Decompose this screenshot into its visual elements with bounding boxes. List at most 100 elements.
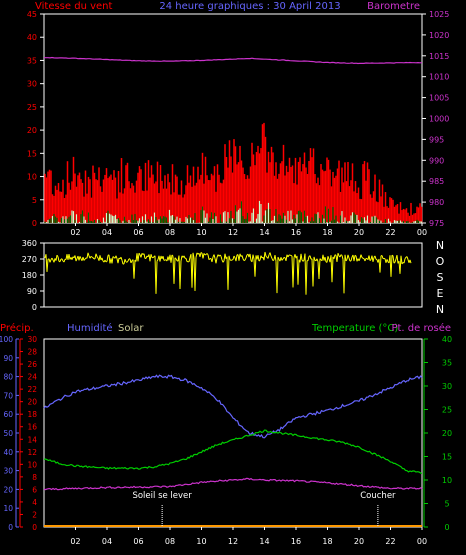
direction-segment: [252, 254, 255, 260]
sun-event-label: Soleil se lever: [132, 491, 192, 501]
direction-segment: [68, 254, 71, 260]
direction-segment: [368, 255, 371, 261]
direction-segment: [51, 257, 54, 261]
direction-segment: [203, 253, 206, 256]
precip-tick-label: 22: [27, 385, 37, 394]
baro-y-tick-label: 995: [429, 135, 444, 144]
temp-x-tick-label: 00: [417, 537, 427, 546]
direction-segment: [287, 254, 290, 258]
wind-y-tick-label: 0: [32, 219, 37, 228]
wind-x-tick-label: 16: [291, 228, 301, 237]
temperature-tick-label: 10: [442, 476, 452, 485]
direction-segment: [393, 261, 396, 264]
direction-segment: [343, 254, 346, 294]
precip-tick-label: 8: [32, 473, 37, 482]
precip-tick-label: 26: [27, 360, 37, 369]
direction-segment: [101, 257, 104, 262]
direction-segment: [300, 253, 303, 261]
direction-segment: [215, 257, 218, 264]
direction-segment: [331, 256, 334, 283]
direction-segment: [285, 254, 288, 261]
humidity-tick-label: 30: [3, 467, 13, 476]
temperature-tick-label: 25: [442, 406, 452, 415]
temp-x-tick-label: 06: [133, 537, 143, 546]
wind-y-tick-label: 25: [27, 103, 37, 112]
direction-segment: [211, 256, 214, 263]
temperature-tick-label: 30: [442, 382, 452, 391]
direction-segment: [374, 255, 377, 260]
direction-segment: [74, 255, 77, 262]
direction-segment: [155, 261, 158, 294]
wind-y-tick-label: 15: [27, 149, 37, 158]
direction-segment: [127, 258, 130, 262]
direction-segment: [63, 259, 66, 263]
direction-segment: [104, 259, 107, 263]
precip-tick-label: 20: [27, 398, 37, 407]
temp-x-tick-label: 12: [228, 537, 238, 546]
direction-segment: [185, 258, 188, 262]
direction-segment: [194, 257, 197, 291]
direction-segment: [229, 259, 232, 261]
direction-segment: [188, 257, 191, 263]
direction-segment: [143, 253, 146, 259]
direction-segment: [49, 259, 52, 263]
humidity-tick-label: 10: [3, 504, 13, 513]
temp-x-tick-label: 22: [385, 537, 395, 546]
direction-segment: [170, 254, 173, 263]
baro-y-tick-label: 1000: [429, 115, 449, 124]
direction-segment: [206, 253, 209, 255]
temp-x-tick-label: 16: [291, 537, 301, 546]
direction-segment: [319, 258, 322, 261]
direction-segment: [222, 260, 225, 263]
precip-tick-label: 12: [27, 448, 37, 457]
panel-temp-frame: [43, 338, 423, 528]
direction-segment: [404, 256, 407, 260]
direction-segment: [91, 256, 94, 259]
direction-segment: [105, 260, 108, 263]
dir-y-tick-label: 90: [27, 287, 37, 296]
direction-segment: [219, 254, 222, 257]
direction-segment: [274, 255, 277, 262]
direction-segment: [340, 254, 343, 256]
precip-tick-label: 2: [32, 510, 37, 519]
direction-segment: [124, 259, 127, 263]
dir-y-tick-label: 360: [22, 239, 37, 248]
direction-segment: [61, 258, 64, 262]
precip-axis-title: Précip.: [0, 322, 34, 334]
direction-segment: [361, 257, 364, 259]
direction-segment: [348, 257, 351, 262]
direction-segment: [174, 257, 177, 260]
precip-tick-label: 6: [32, 485, 37, 494]
wind-x-tick-label: 00: [417, 228, 427, 237]
precip-tick-label: 14: [27, 435, 37, 444]
direction-segment: [277, 256, 280, 260]
direction-segment: [360, 254, 363, 258]
temperature-tick-label: 20: [442, 429, 452, 438]
humidity-tick-label: 50: [3, 429, 13, 438]
direction-segment: [192, 252, 195, 259]
direction-segment: [334, 254, 337, 256]
direction-segment: [249, 253, 252, 261]
dir-y-tick-label: 180: [22, 271, 37, 280]
wind-x-tick-label: 18: [322, 228, 332, 237]
direction-segment: [337, 252, 340, 256]
direction-segment: [364, 258, 367, 262]
direction-segment: [180, 255, 183, 262]
direction-segment: [318, 258, 321, 279]
direction-segment: [227, 255, 230, 290]
direction-segment: [92, 257, 95, 260]
direction-segment: [409, 259, 412, 264]
temperature-axis-title: Temperature (°C): [311, 323, 398, 334]
direction-segment: [46, 259, 49, 272]
direction-segment: [55, 254, 58, 261]
direction-segment: [208, 258, 211, 261]
baro-y-tick-label: 980: [429, 198, 444, 207]
direction-segment: [336, 253, 339, 262]
direction-segment: [258, 259, 261, 262]
humidity-tick-label: 0: [8, 523, 13, 532]
direction-compass-label: N: [436, 239, 444, 252]
direction-segment: [269, 252, 272, 257]
sun-event-label: Coucher: [360, 491, 396, 501]
direction-segment: [238, 253, 241, 261]
header-left-label: Vitesse du vent: [35, 1, 112, 12]
